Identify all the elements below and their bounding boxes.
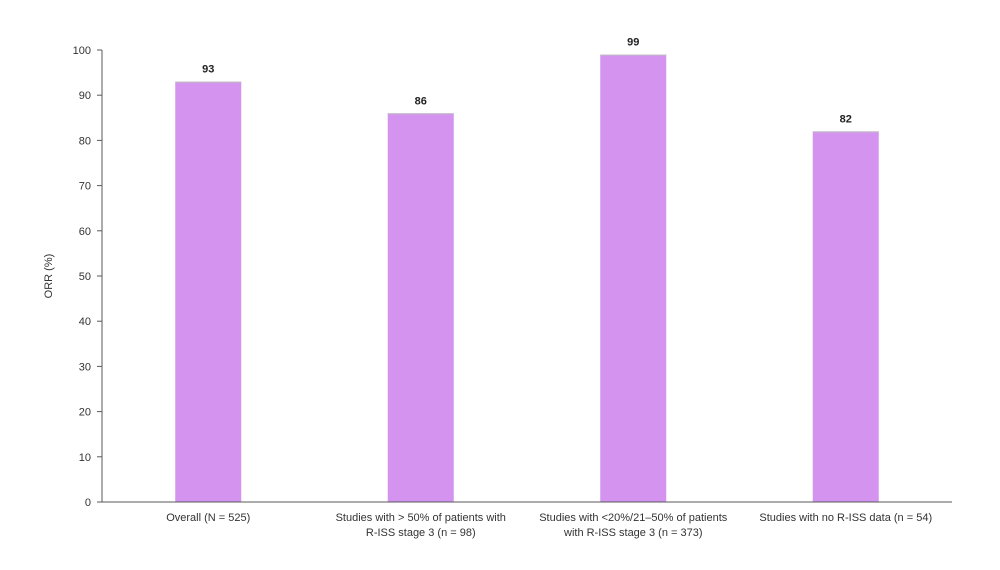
bar — [600, 54, 667, 503]
y-tick-label: 40 — [79, 316, 91, 328]
y-tick-label: 90 — [79, 90, 91, 102]
data-label: 86 — [415, 95, 427, 107]
y-tick-label: 10 — [79, 452, 91, 464]
x-category-label: Studies with <20%/21–50% of patients with… — [539, 512, 728, 539]
x-axis-labels: Overall (N = 525) Studies with > 50% of p… — [166, 512, 932, 539]
bar — [387, 113, 454, 502]
data-label: 82 — [840, 113, 852, 125]
y-axis-title: ORR (%) — [43, 254, 55, 299]
y-tick-label: 60 — [79, 226, 91, 238]
data-label: 93 — [202, 64, 214, 76]
x-category-label: Overall (N = 525) — [166, 512, 250, 524]
x-category-label: Studies with no R-ISS data (n = 54) — [759, 512, 932, 524]
y-tick-label: 70 — [79, 181, 91, 193]
y-tick-label: 50 — [79, 271, 91, 283]
bar — [175, 81, 242, 502]
y-tick-label: 80 — [79, 135, 91, 147]
x-category-label: Studies with > 50% of patients with R-ISS… — [336, 512, 506, 539]
bar — [812, 131, 879, 503]
y-axis-ticks: 0 10 20 30 40 50 60 70 80 90 100 — [73, 45, 102, 509]
bars — [175, 54, 879, 503]
data-labels: 93 86 99 82 — [202, 37, 852, 126]
y-tick-label: 20 — [79, 407, 91, 419]
y-tick-label: 100 — [73, 45, 91, 57]
data-label: 99 — [627, 37, 639, 49]
y-tick-label: 30 — [79, 361, 91, 373]
y-tick-label: 0 — [85, 497, 91, 509]
